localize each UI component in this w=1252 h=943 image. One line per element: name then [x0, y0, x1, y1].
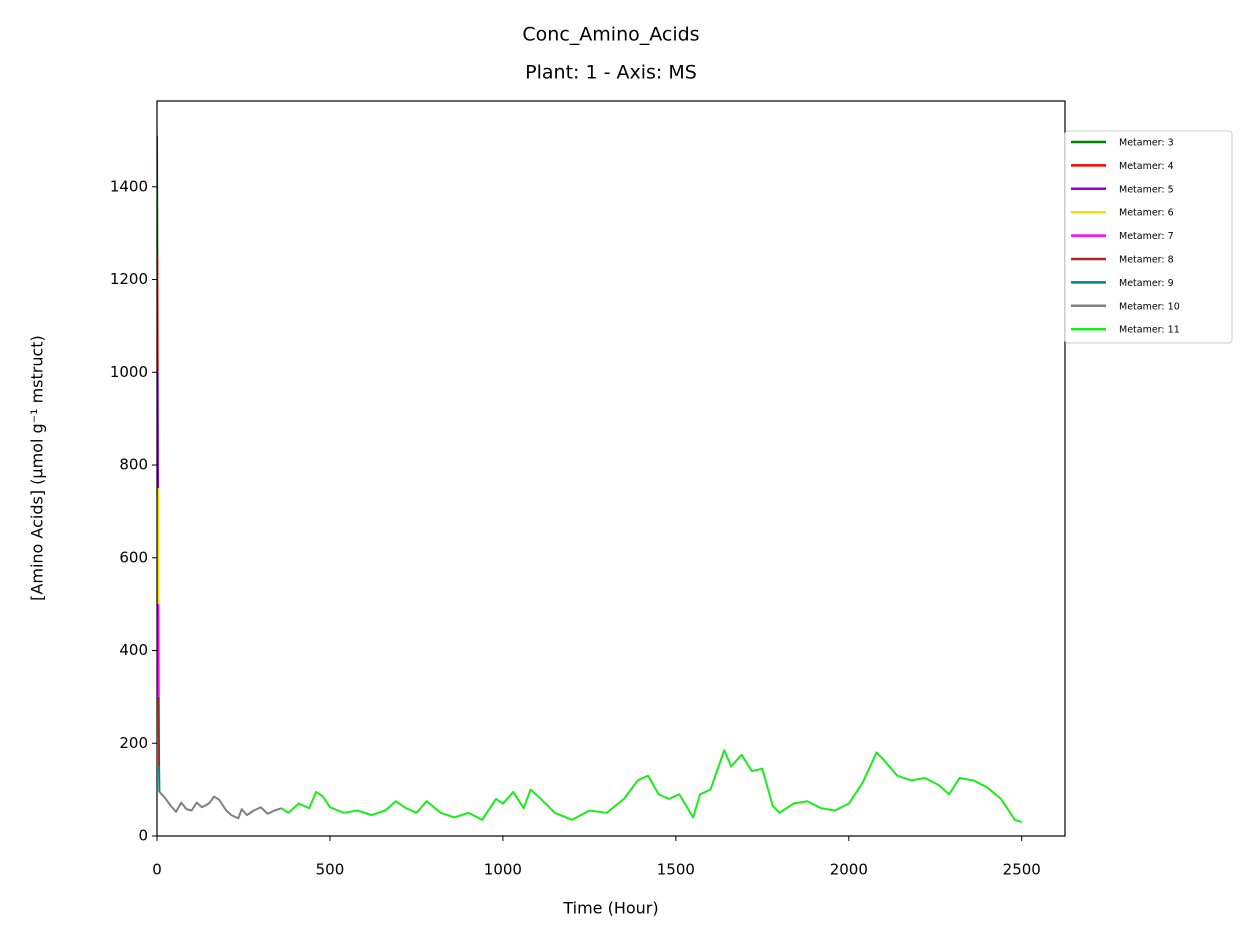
legend-label: Metamer: 8: [1119, 255, 1174, 266]
y-axis-label: [Amino Acids] (µmol g⁻¹ mstruct): [28, 335, 47, 601]
legend-label: Metamer: 9: [1119, 278, 1174, 289]
y-tick-label: 800: [119, 456, 148, 474]
legend-label: Metamer: 6: [1119, 208, 1174, 219]
legend-label: Metamer: 3: [1119, 138, 1174, 149]
y-tick-label: 1000: [110, 363, 148, 381]
series-line: [158, 791, 282, 820]
x-tick-label: 500: [316, 861, 345, 879]
legend-label: Metamer: 7: [1119, 231, 1174, 242]
x-tick-label: 1000: [484, 861, 522, 879]
legend-box: [1064, 130, 1233, 344]
chart-title: Conc_Amino_Acids: [522, 24, 699, 46]
x-tick-label: 0: [152, 861, 162, 879]
y-tick-label: 600: [119, 548, 148, 566]
y-tick-label: 1200: [110, 270, 148, 288]
y-tick-label: 1400: [110, 177, 148, 195]
legend-label: Metamer: 10: [1119, 301, 1180, 312]
x-tick-label: 1500: [657, 861, 695, 879]
legend-label: Metamer: 5: [1119, 184, 1174, 195]
plot-frame: [156, 100, 1066, 837]
series-line: [280, 749, 1023, 824]
y-tick-label: 400: [119, 641, 148, 659]
y-tick-label: 0: [138, 827, 148, 845]
x-tick-label: 2000: [830, 861, 868, 879]
chart-subtitle: Plant: 1 - Axis: MS: [525, 62, 697, 84]
x-tick-label: 2500: [1003, 861, 1041, 879]
y-tick-label: 200: [119, 734, 148, 752]
legend-label: Metamer: 4: [1119, 161, 1174, 172]
legend-label: Metamer: 11: [1119, 325, 1180, 336]
x-axis-label: Time (Hour): [562, 899, 658, 918]
